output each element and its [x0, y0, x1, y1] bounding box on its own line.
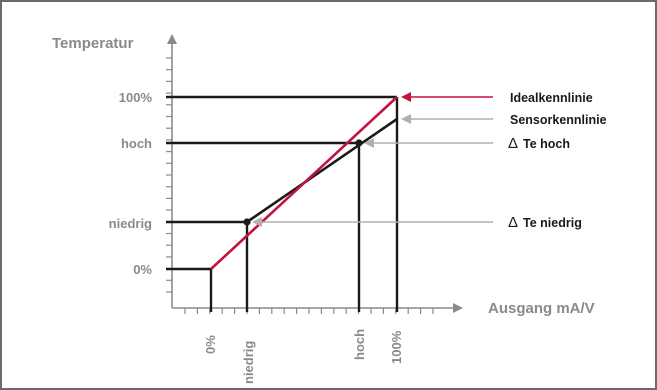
legend-sensor-label: Sensorkennlinie [510, 113, 607, 127]
y-tick-label-0: 0% [133, 262, 152, 277]
y-axis-title: Temperatur [52, 35, 134, 52]
point-high [355, 139, 363, 147]
delta-symbol: Δ [508, 135, 518, 152]
y-tick-label-low: niedrig [109, 216, 152, 231]
x-axis-tick-marks [184, 308, 434, 314]
sensor-characteristic-line [246, 117, 398, 224]
ideal-characteristic-line [210, 96, 398, 270]
y-axis-tick-marks [166, 57, 172, 293]
y-tick-label-100: 100% [119, 90, 153, 105]
legend-ideal-label: Idealkennlinie [510, 91, 593, 105]
x-axis-title: Ausgang mA/V [488, 300, 595, 317]
x-tick-label-low: niedrig [241, 341, 256, 384]
x-tick-label-100: 100% [389, 330, 404, 364]
legend-delta-low-label: Δ Te niedrig [508, 214, 582, 231]
legend-delta-high-label: Δ Te hoch [508, 135, 570, 152]
delta-low-text: Te niedrig [523, 216, 582, 230]
delta-symbol: Δ [508, 214, 518, 231]
y-tick-label-high: hoch [121, 136, 152, 151]
x-tick-label-0: 0% [203, 335, 218, 354]
delta-high-text: Te hoch [523, 137, 570, 151]
point-low [243, 218, 251, 226]
x-tick-label-high: hoch [352, 329, 367, 360]
